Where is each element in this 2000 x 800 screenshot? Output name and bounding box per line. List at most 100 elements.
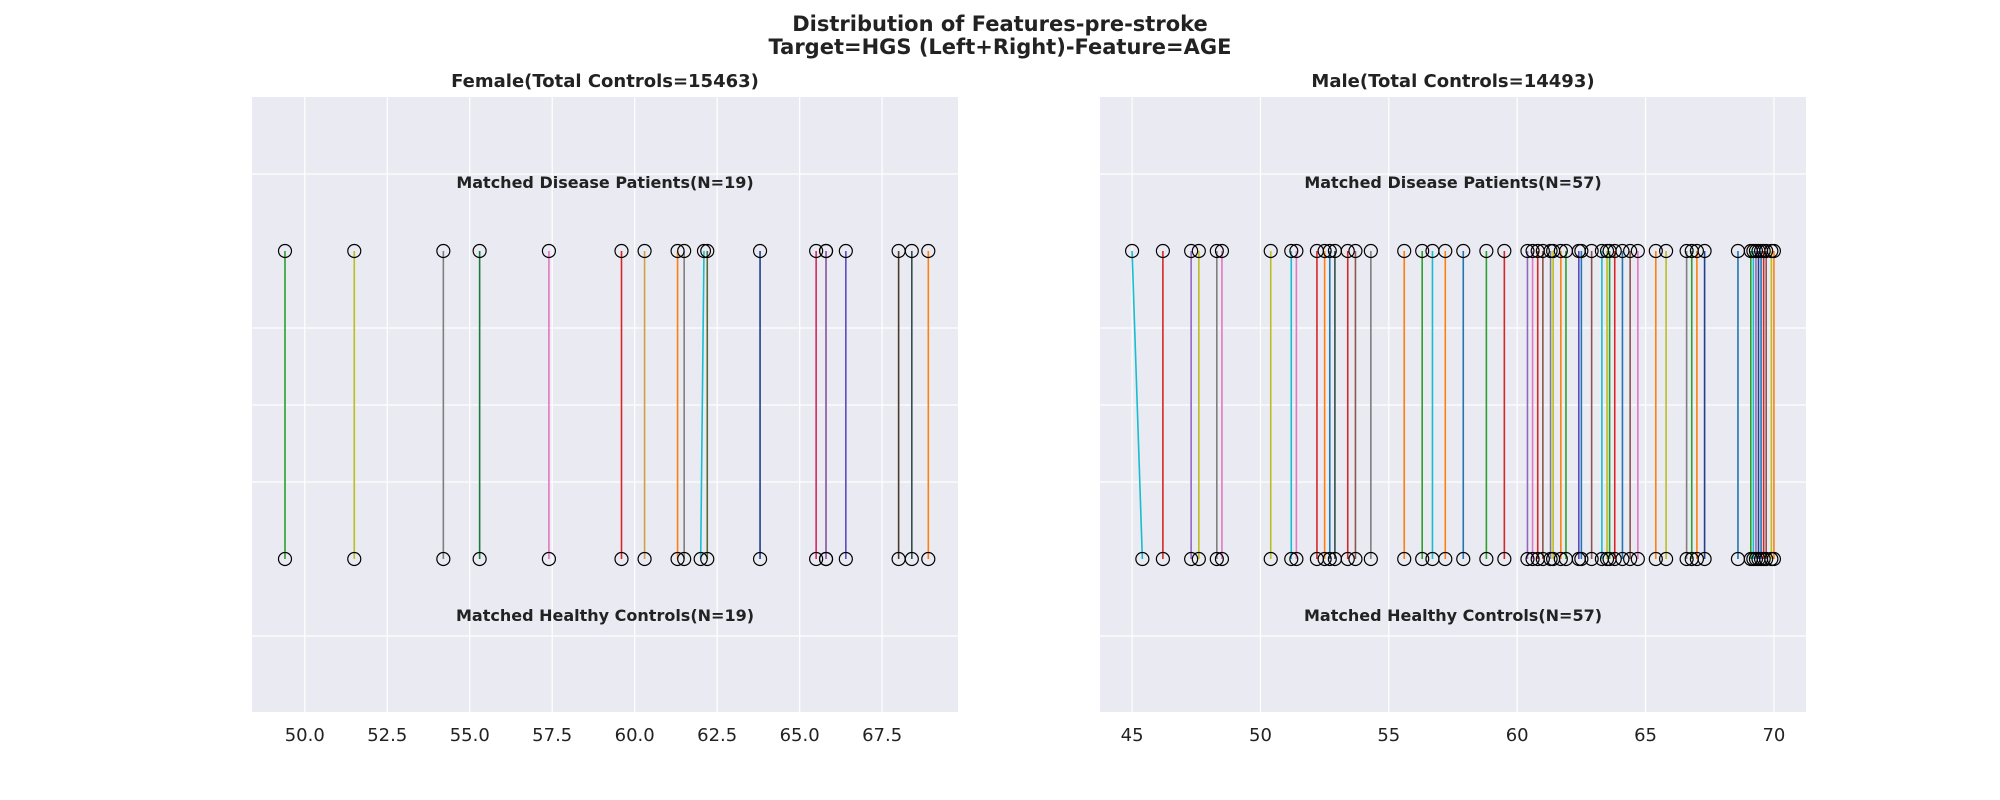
figure-title-line-2: Target=HGS (Left+Right)-Feature=AGE: [768, 35, 1232, 59]
patient-marker: [1415, 243, 1430, 259]
patient-marker: [1658, 243, 1674, 259]
x-tick-label: 62.5: [697, 725, 737, 746]
patient-marker: [1363, 243, 1378, 259]
patient-marker: [1209, 243, 1224, 259]
patient-marker: [1584, 243, 1599, 259]
control-marker: [614, 551, 629, 567]
control-marker: [1679, 551, 1694, 567]
control-marker: [1438, 551, 1453, 567]
patient-marker: [1525, 243, 1540, 259]
patient-marker: [1289, 243, 1304, 259]
control-marker: [1553, 551, 1568, 567]
control-marker: [1535, 551, 1550, 567]
control-marker: [1525, 551, 1540, 567]
control-marker: [904, 551, 919, 567]
healthy-controls-label: Matched Healthy Controls(N=57): [1304, 606, 1602, 625]
disease-patients-label: Matched Disease Patients(N=57): [1304, 173, 1601, 192]
patient-marker: [614, 243, 629, 259]
patient-marker: [752, 243, 768, 259]
control-marker: [1184, 551, 1199, 567]
control-marker: [541, 551, 557, 567]
control-marker: [1317, 551, 1332, 567]
pair-connector-line: [1131, 250, 1144, 560]
control-marker: [472, 551, 487, 567]
x-tick-label: 60: [1506, 725, 1529, 746]
control-marker: [1209, 551, 1224, 567]
control-marker: [1689, 551, 1704, 567]
control-marker: [637, 551, 652, 567]
patient-marker: [818, 243, 834, 259]
patient-marker: [277, 243, 293, 259]
x-tick-label: 60.0: [615, 725, 655, 746]
patient-marker: [1759, 243, 1774, 259]
control-marker: [1759, 551, 1774, 567]
patient-marker: [696, 243, 712, 259]
x-tick-label: 65.0: [780, 725, 820, 746]
patient-marker: [904, 243, 919, 259]
patient-marker: [637, 243, 652, 259]
patient-marker: [1630, 243, 1645, 259]
patient-marker: [1535, 243, 1550, 259]
control-marker: [1191, 551, 1206, 567]
male-panel: Male(Total Controls=14493) Matched Diseas…: [1100, 71, 1806, 746]
control-marker: [1263, 551, 1278, 567]
control-marker: [1648, 551, 1663, 567]
patient-marker: [1438, 243, 1453, 259]
patient-marker: [1615, 243, 1630, 259]
x-tick-label: 55: [1377, 725, 1400, 746]
control-marker: [1615, 551, 1630, 567]
patient-marker: [1607, 243, 1622, 259]
control-marker: [1658, 551, 1674, 567]
control-marker: [1155, 551, 1170, 567]
control-marker: [1697, 551, 1712, 567]
control-marker: [347, 551, 362, 567]
x-tick-label: 70: [1762, 725, 1785, 746]
patient-marker: [436, 243, 451, 259]
x-tick-label: 52.5: [367, 725, 407, 746]
patient-marker: [1553, 243, 1568, 259]
patient-marker: [1340, 243, 1355, 259]
panel-title: Female(Total Controls=15463): [451, 71, 759, 92]
patient-marker: [1397, 243, 1412, 259]
patient-marker: [1155, 243, 1170, 259]
patient-marker: [1479, 243, 1494, 259]
patient-marker: [1766, 243, 1782, 259]
patient-marker: [700, 243, 715, 259]
control-marker: [809, 551, 824, 567]
control-marker: [1415, 551, 1430, 567]
control-marker: [1574, 551, 1589, 567]
x-tick-label: 45: [1121, 725, 1144, 746]
patient-marker: [1184, 243, 1199, 259]
control-marker: [1340, 551, 1355, 567]
patient-marker: [838, 243, 853, 259]
patient-marker: [347, 243, 362, 259]
figure-title-line-1: Distribution of Features-pre-stroke: [792, 12, 1208, 36]
control-marker: [1397, 551, 1412, 567]
patient-marker: [1317, 243, 1332, 259]
control-marker: [1497, 551, 1512, 567]
control-marker: [752, 551, 768, 567]
patient-marker: [1520, 243, 1535, 259]
patient-marker: [670, 243, 685, 259]
patient-marker: [1574, 243, 1589, 259]
control-marker: [1284, 551, 1299, 567]
x-tick-label: 50: [1249, 725, 1272, 746]
x-tick-label: 50.0: [285, 725, 325, 746]
control-marker: [1214, 551, 1230, 567]
panel-title: Male(Total Controls=14493): [1311, 71, 1594, 92]
control-marker: [436, 551, 451, 567]
control-marker: [1766, 551, 1782, 567]
control-marker: [1322, 551, 1337, 567]
control-marker: [1348, 551, 1363, 567]
x-tick-label: 65: [1634, 725, 1657, 746]
patient-marker: [472, 243, 487, 259]
control-marker: [921, 551, 936, 567]
control-marker: [1623, 551, 1638, 567]
patient-marker: [677, 243, 692, 259]
patient-marker: [1697, 243, 1712, 259]
female-panel: Female(Total Controls=15463) Matched Dise…: [252, 71, 958, 746]
control-marker: [1456, 551, 1471, 567]
patient-marker: [1689, 243, 1704, 259]
pair-connector-line: [699, 250, 705, 560]
